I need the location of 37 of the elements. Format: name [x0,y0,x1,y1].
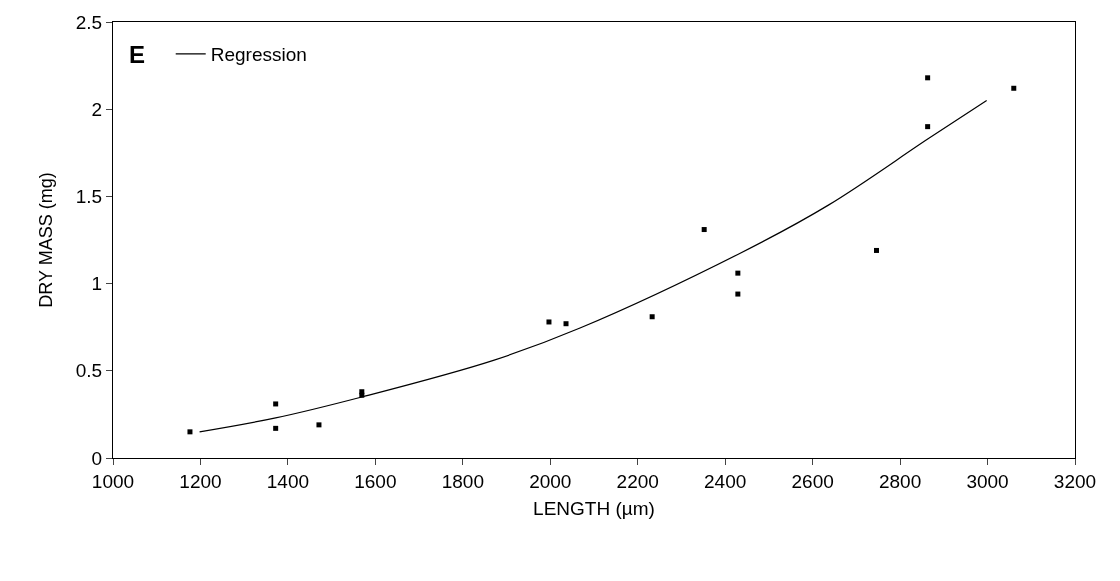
legend-label: Regression [210,44,307,66]
point [187,429,193,435]
x-tick-label: 2800 [878,470,922,492]
point [273,401,279,407]
x-tick-label: 2400 [704,470,747,492]
point [546,319,552,325]
x-axis-title: LENGTH (µm) [533,497,655,519]
y-tick-label: 1.5 [75,186,103,208]
y-tick-label: 0 [91,447,103,469]
point [925,75,931,81]
point [273,425,279,431]
point [316,422,322,428]
x-tick-label: 1800 [441,470,484,492]
y-tick-label: 1 [91,273,103,295]
x-tick-label: 3000 [966,470,1009,492]
point [701,227,707,233]
y-tick-label: 2 [91,98,103,120]
point [735,270,741,276]
x-tick-label: 1400 [266,470,310,492]
annotation: E [129,41,146,68]
x-tick-label: 2600 [791,470,834,492]
y-tick-label: 0.5 [75,360,103,382]
x-tick-label: 1000 [91,470,135,492]
point [649,314,655,320]
x-tick-label: 2200 [616,470,659,492]
point [925,124,931,130]
y-axis-title: DRY MASS (mg) [35,172,56,308]
y-tick-label: 2.5 [75,11,103,33]
x-tick-label: 1200 [179,470,222,492]
line-series [198,99,988,433]
x-tick-label: 2000 [529,470,572,492]
point [1011,85,1017,91]
point [563,321,569,327]
point [873,247,879,253]
point [735,291,741,297]
x-tick-label: 3200 [1053,470,1097,492]
x-tick-label: 1600 [354,470,397,492]
